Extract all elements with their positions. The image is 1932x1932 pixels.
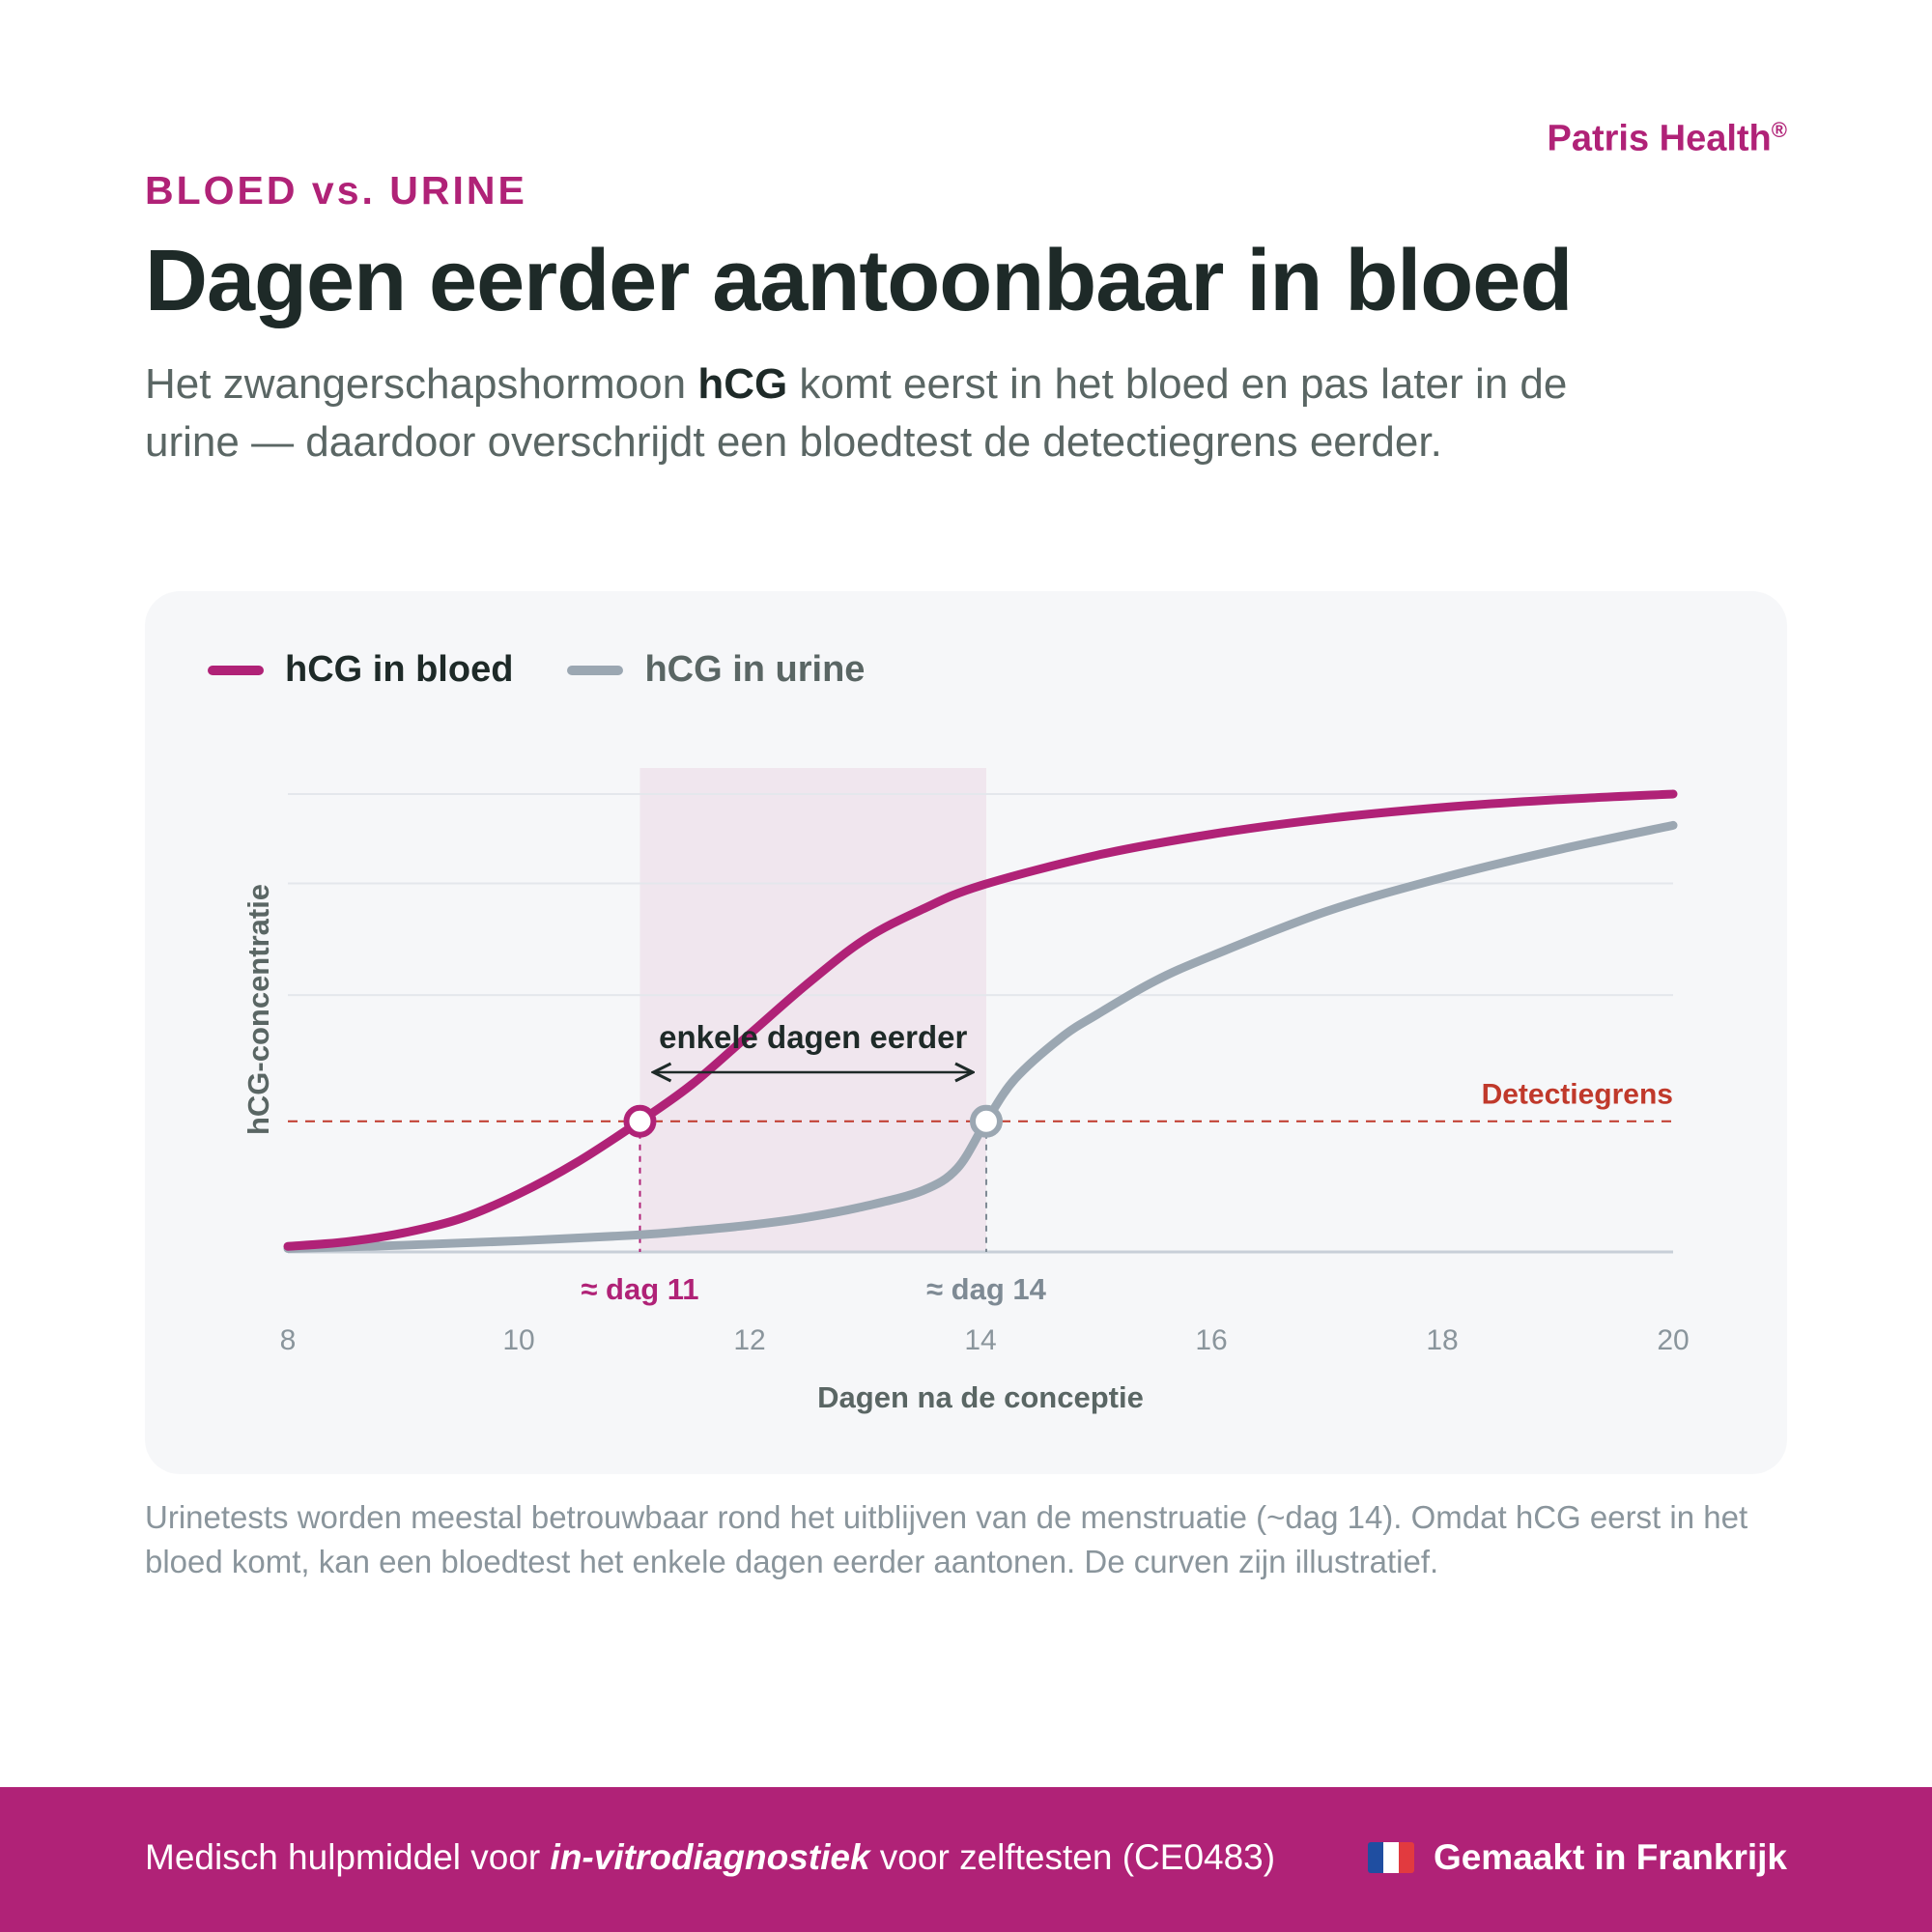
brand-logo: Patris Health®: [1547, 118, 1787, 160]
window-label: enkele dagen eerder: [659, 1019, 967, 1055]
legend-swatch-urine: [567, 665, 624, 675]
france-flag-icon: [1367, 1842, 1414, 1873]
threshold-label: Detectiegrens: [1482, 1079, 1673, 1111]
legend-item-urine: hCG in urine: [567, 649, 865, 691]
footer-origin-label: Gemaakt in Frankrijk: [1433, 1837, 1787, 1877]
crossing-marker-1: [623, 1104, 657, 1138]
marker-label-2: ≈ dag 14: [926, 1272, 1047, 1306]
legend-label-blood: hCG in bloed: [285, 649, 514, 690]
x-tick-label: 20: [1657, 1324, 1689, 1356]
series-line-blood: [283, 789, 1678, 1251]
y-axis-label: hCG-concentratie: [242, 884, 275, 1135]
eyebrow-label: BLOED vs. URINE: [145, 168, 527, 213]
footer-bar: Medisch hulpmiddel voor in-vitrodiagnost…: [0, 1787, 1932, 1932]
chart-legend: hCG in bloed hCG in urine: [208, 649, 919, 691]
x-tick-label: 12: [733, 1324, 765, 1356]
x-tick-label: 8: [280, 1324, 297, 1356]
legend-item-blood: hCG in bloed: [208, 649, 513, 691]
footer-left-after: voor zelftesten (CE0483): [869, 1837, 1276, 1877]
x-tick-label: 10: [502, 1324, 534, 1356]
x-tick-label: 18: [1426, 1324, 1458, 1356]
x-tick-label: 14: [964, 1324, 996, 1356]
footer-disclaimer: Medisch hulpmiddel voor in-vitrodiagnost…: [145, 1837, 1275, 1878]
x-axis-label: Dagen na de conceptie: [817, 1380, 1144, 1414]
early-detection-window: [639, 768, 986, 1252]
footer-left-em: in-vitrodiagnostiek: [550, 1837, 870, 1877]
marker-label-1: ≈ dag 11: [581, 1272, 698, 1306]
legend-label-urine: hCG in urine: [644, 649, 866, 690]
intro-after: komt eerst in het bloed en pas later in …: [145, 360, 1568, 466]
intro-bold: hCG: [697, 360, 788, 408]
page-title: Dagen eerder aantoonbaar in bloed: [145, 233, 1573, 329]
chart-note: Urinetests worden meestal betrouwbaar ro…: [145, 1499, 1748, 1579]
intro-before: Het zwangerschapshormoon: [145, 360, 698, 408]
chart-card: [145, 591, 1787, 1474]
brand-name: Patris Health: [1547, 118, 1772, 159]
legend-swatch-blood: [208, 665, 264, 675]
intro-text: Het zwangerschapshormoon hCG komt eerst …: [145, 355, 1652, 471]
x-tick-label: 16: [1195, 1324, 1227, 1356]
crossing-marker-2: [969, 1104, 1003, 1138]
footer-left-before: Medisch hulpmiddel voor: [145, 1837, 551, 1877]
footer-origin: Gemaakt in Frankrijk: [1367, 1837, 1787, 1878]
registered-mark: ®: [1771, 118, 1787, 142]
